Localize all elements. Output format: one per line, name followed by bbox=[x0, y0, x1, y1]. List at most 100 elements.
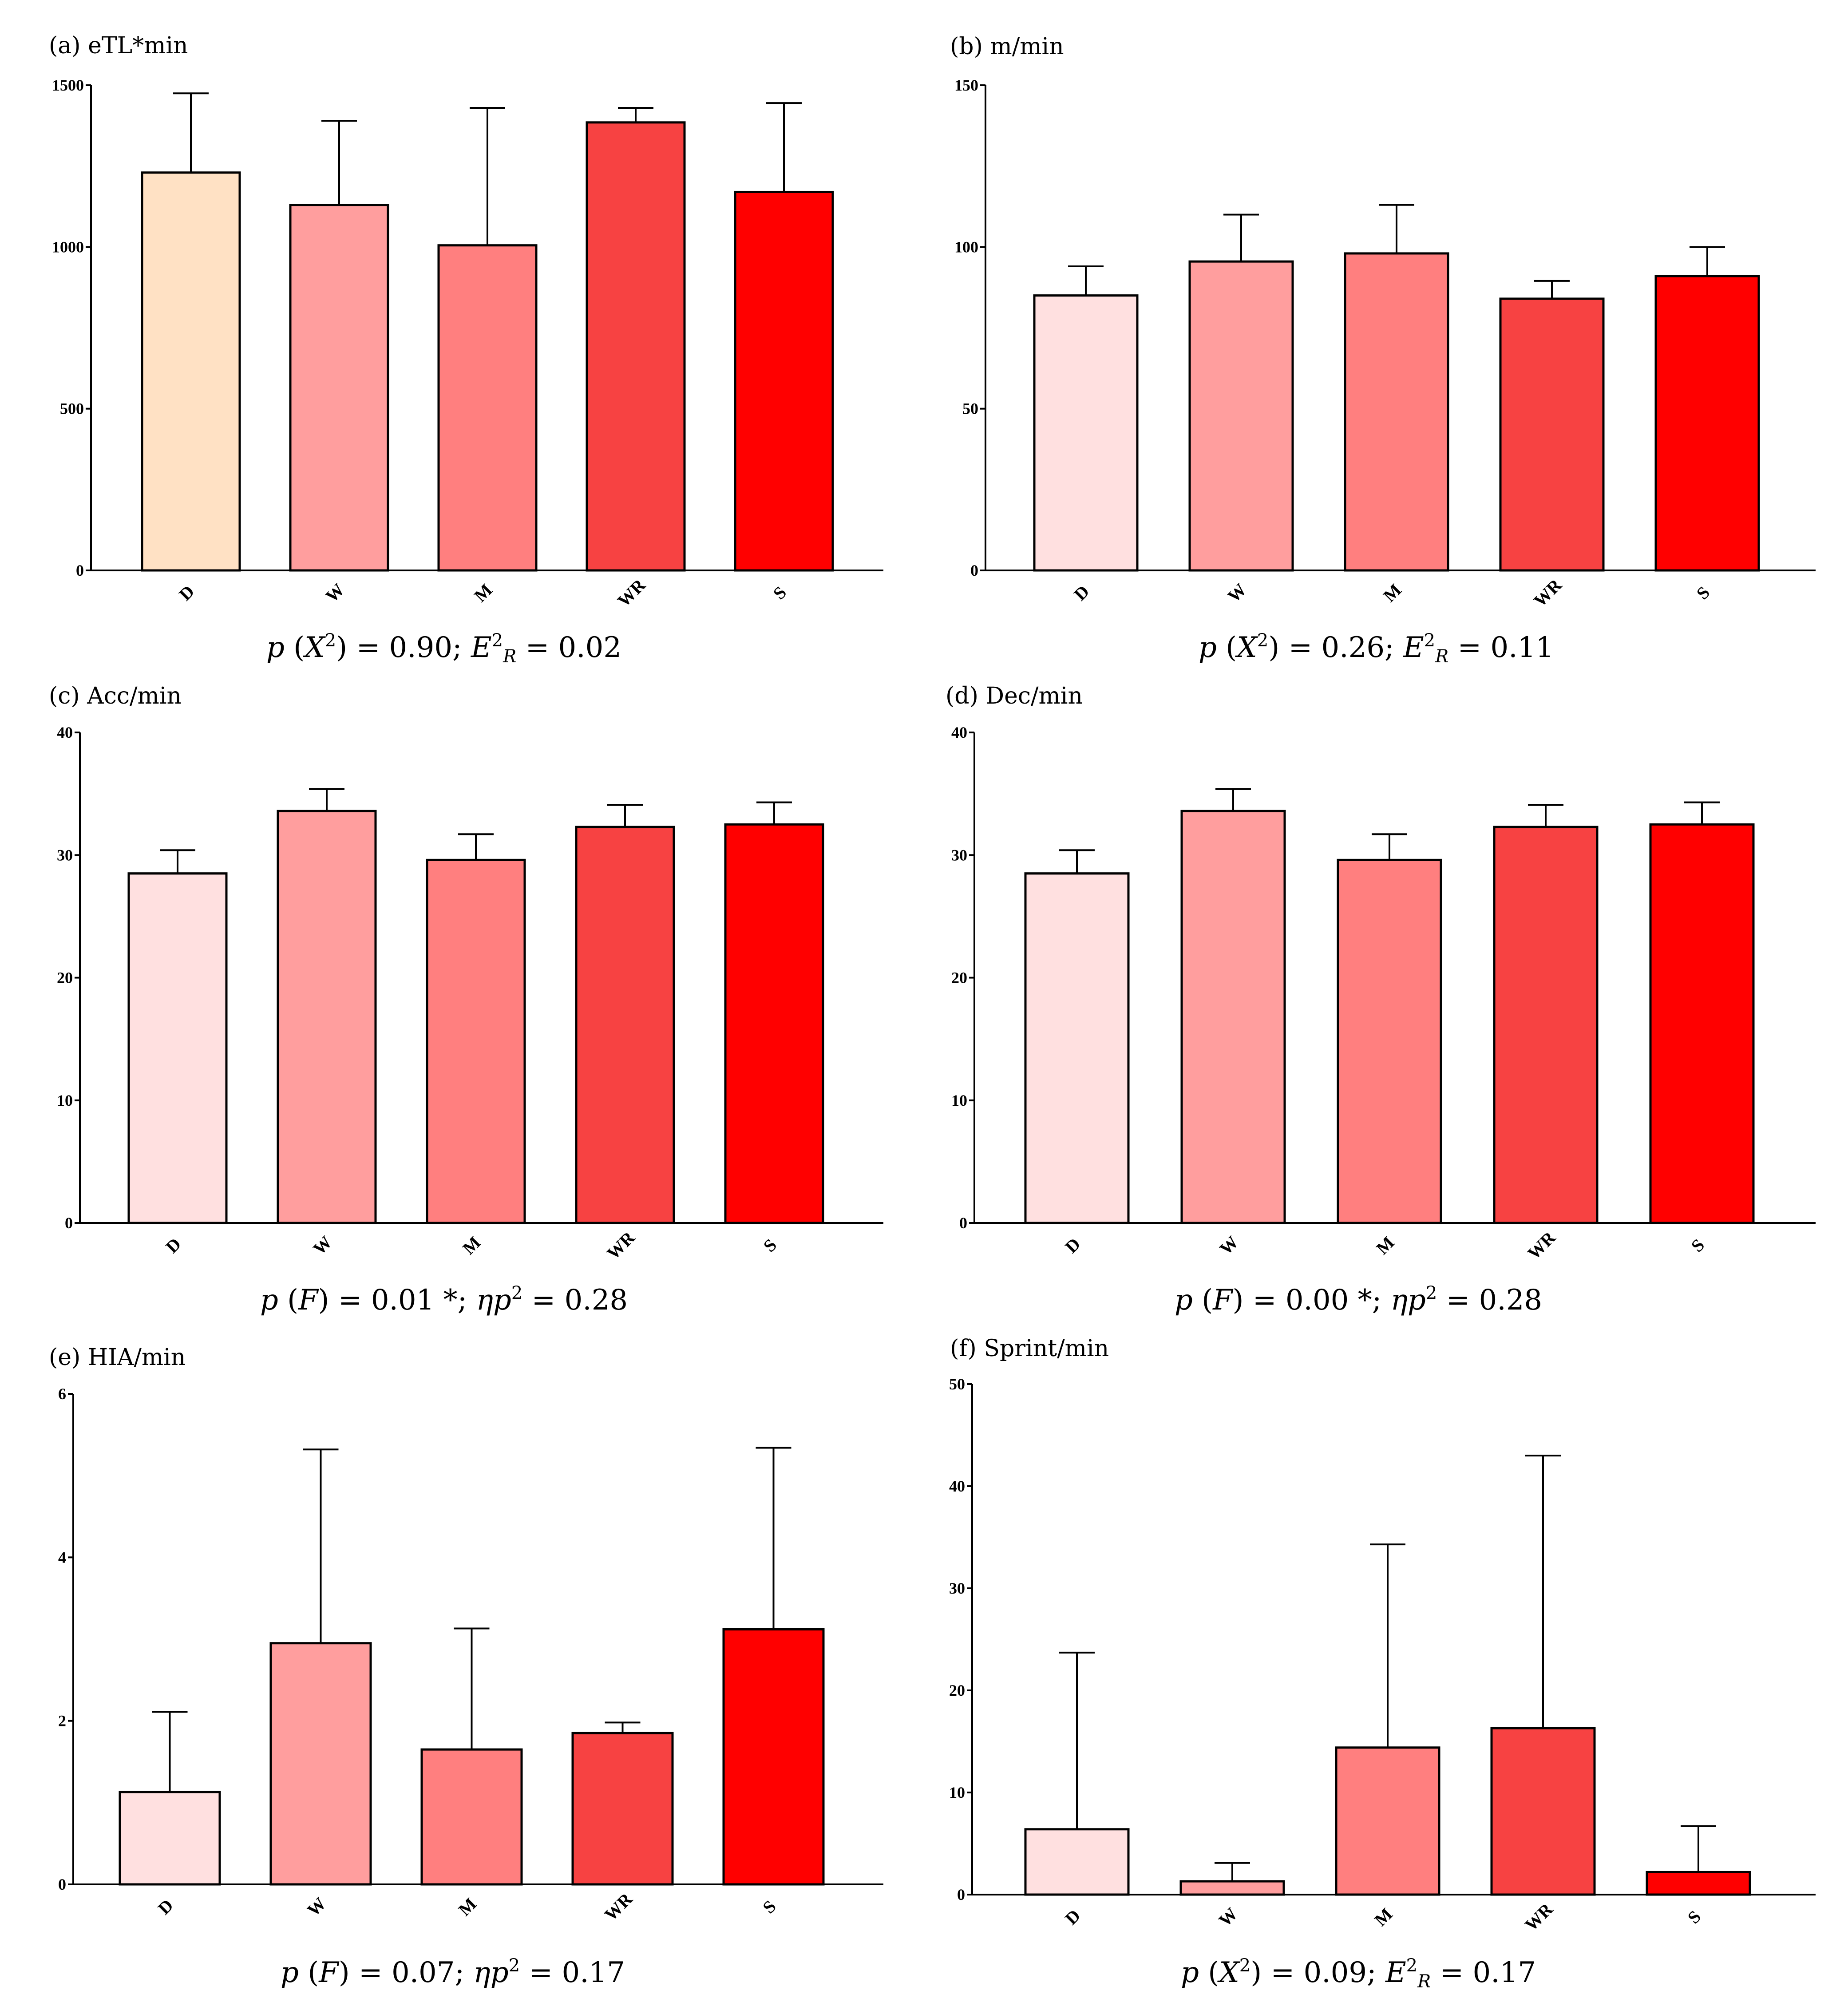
y-tick-label: 30 bbox=[57, 846, 73, 864]
y-tick-label: 40 bbox=[951, 724, 967, 741]
category-label: W bbox=[1215, 1903, 1241, 1930]
category-label: WR bbox=[1524, 1227, 1559, 1263]
stat-caption: p (X2) = 0.09; E2R = 0.17 bbox=[1181, 1955, 1536, 1992]
category-label: WR bbox=[603, 1227, 639, 1263]
stat-part: 2 bbox=[1426, 1283, 1437, 1303]
stat-part: = 0.02 bbox=[516, 631, 621, 664]
category-label: S bbox=[759, 1896, 780, 1918]
stat-part: 2 bbox=[511, 1283, 522, 1303]
bar-s bbox=[1646, 1871, 1751, 1896]
y-tick-label: 150 bbox=[954, 76, 978, 94]
category-label: W bbox=[1215, 1232, 1242, 1258]
chart-panel-2: (c) Acc/min 0 10 20 30 40 D W M WR Sp (F) = 0.01 *… bbox=[49, 683, 883, 1317]
stat-part: F bbox=[1212, 1284, 1234, 1317]
stat-caption: p (F) = 0.00 *; ηp2 = 0.28 bbox=[1175, 1283, 1542, 1317]
bar-w bbox=[1180, 810, 1286, 1224]
category-label: WR bbox=[1521, 1899, 1557, 1935]
stat-caption: p (F) = 0.01 *; ηp2 = 0.28 bbox=[260, 1283, 628, 1317]
y-tick-label: 4 bbox=[58, 1548, 66, 1566]
category-label: M bbox=[1372, 1232, 1398, 1258]
stat-part: E bbox=[471, 631, 492, 664]
stat-part: ηp bbox=[476, 1284, 511, 1317]
category-label: WR bbox=[601, 1888, 637, 1924]
stat-part: E bbox=[1385, 1956, 1406, 1989]
stat-part: ( bbox=[285, 631, 305, 664]
y-tick-label: 0 bbox=[65, 1214, 73, 1232]
stat-part: R bbox=[1435, 646, 1448, 667]
bar-wr bbox=[1490, 1727, 1596, 1896]
category-label: D bbox=[1061, 1905, 1084, 1928]
stat-part: ) = 0.00 *; bbox=[1233, 1284, 1391, 1317]
stat-part: X bbox=[1217, 1956, 1240, 1989]
y-tick-label: 0 bbox=[957, 1886, 965, 1903]
stat-part: = 0.11 bbox=[1448, 631, 1554, 664]
y-tick-label: 100 bbox=[954, 238, 978, 256]
bar-d bbox=[1033, 294, 1139, 572]
category-label: D bbox=[162, 1234, 185, 1257]
bar-w bbox=[1188, 260, 1294, 572]
stat-part: ) = 0.26; bbox=[1268, 631, 1403, 664]
category-label: M bbox=[1370, 1904, 1397, 1930]
bar-s bbox=[724, 823, 824, 1224]
bar-m bbox=[420, 1748, 523, 1886]
stat-part: ( bbox=[1199, 1956, 1219, 1989]
y-tick-label: 30 bbox=[949, 1579, 965, 1597]
bar-wr bbox=[1493, 826, 1599, 1224]
bar-w bbox=[289, 204, 389, 572]
y-tick-label: 10 bbox=[951, 1092, 967, 1109]
stat-part: ηp bbox=[1391, 1284, 1426, 1317]
stat-part: = 0.17 bbox=[520, 1956, 625, 1989]
chart-panel-3: (d) Dec/min 0 10 20 30 40 D W M WR Sp (F) = 0.00 *… bbox=[946, 683, 1816, 1317]
bar-d bbox=[1024, 1828, 1130, 1896]
bar-wr bbox=[1499, 297, 1605, 572]
chart-title: (b) m/min bbox=[950, 33, 1064, 60]
y-tick-label: 40 bbox=[949, 1477, 965, 1495]
stat-part: F bbox=[298, 1284, 319, 1317]
stat-part: p bbox=[266, 631, 285, 664]
category-label: WR bbox=[613, 574, 649, 610]
y-tick-label: 50 bbox=[949, 1375, 965, 1393]
stat-part: ) = 0.90; bbox=[336, 631, 471, 664]
y-tick-label: 0 bbox=[58, 1875, 66, 1893]
chart-title: (a) eTL*min bbox=[49, 32, 188, 59]
stat-part: X bbox=[1235, 631, 1258, 664]
y-tick-label: 0 bbox=[970, 562, 978, 579]
stat-part: = 0.28 bbox=[522, 1284, 628, 1317]
stat-caption: p (X2) = 0.26; E2R = 0.11 bbox=[1199, 630, 1554, 667]
stat-part: = 0.17 bbox=[1431, 1956, 1536, 1989]
stat-part: = 0.28 bbox=[1437, 1284, 1542, 1317]
chart-title: (e) HIA/min bbox=[49, 1344, 186, 1371]
chart-title: (f) Sprint/min bbox=[950, 1335, 1109, 1362]
bar-w bbox=[277, 810, 377, 1224]
y-tick-label: 30 bbox=[951, 846, 967, 864]
category-label: W bbox=[321, 579, 348, 606]
y-tick-label: 1500 bbox=[52, 76, 84, 94]
category-label: W bbox=[303, 1893, 330, 1920]
stat-part: ηp bbox=[473, 1956, 508, 1989]
bar-s bbox=[1649, 823, 1755, 1224]
category-label: M bbox=[1379, 580, 1405, 606]
category-label: M bbox=[455, 1894, 481, 1920]
stat-part: X bbox=[302, 631, 326, 664]
bar-m bbox=[426, 859, 526, 1224]
stat-part: 2 bbox=[1424, 630, 1435, 651]
y-tick-label: 50 bbox=[962, 400, 978, 418]
y-tick-label: 6 bbox=[58, 1385, 66, 1403]
bar-wr bbox=[586, 121, 686, 572]
stat-part: R bbox=[1417, 1971, 1431, 1992]
stat-part: ( bbox=[299, 1956, 319, 1989]
stat-part: 2 bbox=[325, 630, 336, 651]
bar-d bbox=[127, 872, 228, 1224]
stat-part: ) = 0.07; bbox=[339, 1956, 474, 1989]
stat-part: p bbox=[260, 1284, 278, 1317]
category-label: S bbox=[769, 582, 791, 604]
category-label: WR bbox=[1530, 574, 1566, 610]
category-label: D bbox=[175, 581, 198, 604]
y-tick-label: 0 bbox=[959, 1214, 967, 1232]
stat-part: ) = 0.09; bbox=[1250, 1956, 1385, 1989]
category-label: S bbox=[760, 1235, 781, 1256]
stat-part: ( bbox=[1193, 1284, 1213, 1317]
